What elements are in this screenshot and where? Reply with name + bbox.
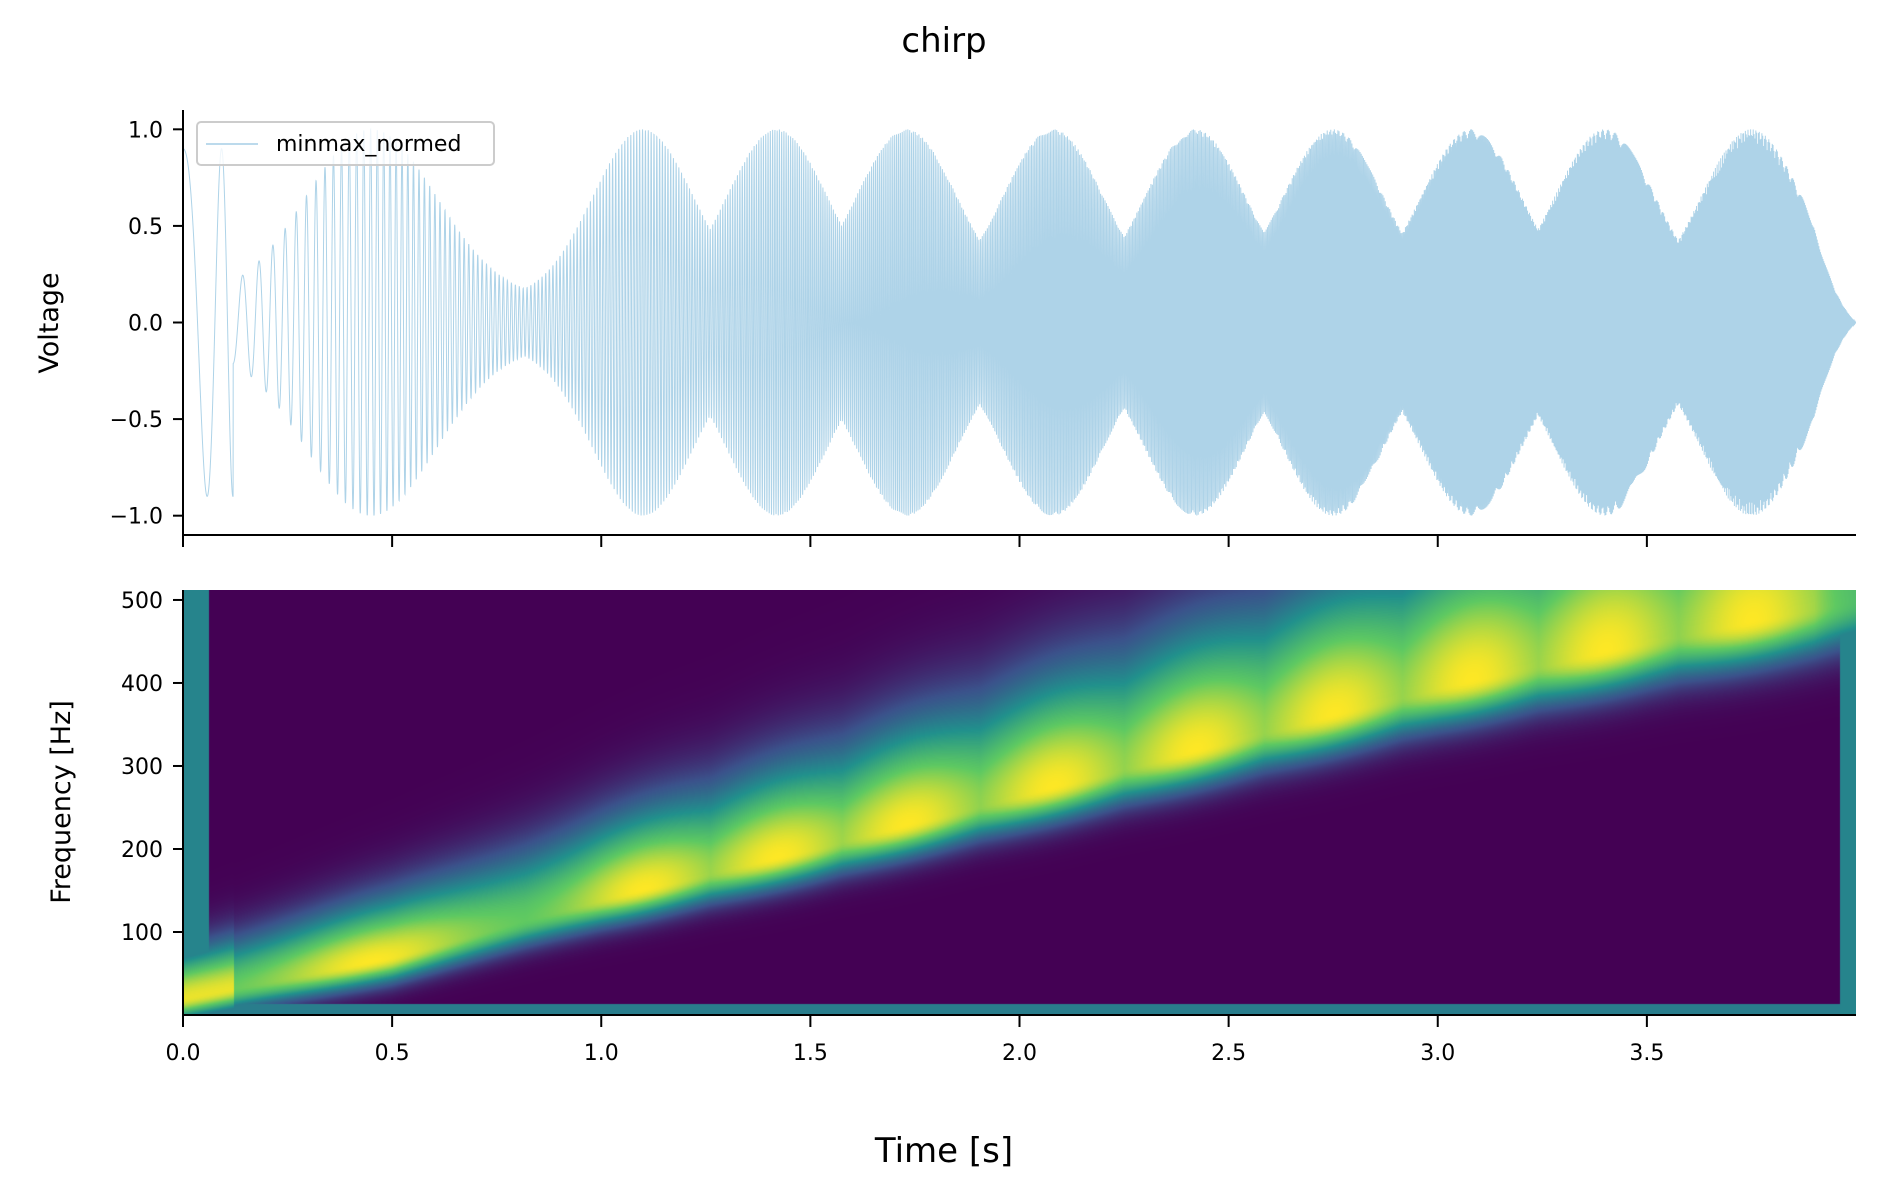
frequency-y-tick-label: 300: [121, 755, 163, 780]
frequency-y-tick-label: 200: [121, 838, 163, 863]
voltage-y-tick-label: 1.0: [128, 118, 163, 143]
time-x-tick-label: 3.0: [1420, 1041, 1455, 1066]
voltage-y-tick-label: −0.5: [110, 408, 163, 433]
legend-box: [196, 121, 495, 166]
time-x-tick-label: 1.0: [584, 1041, 619, 1066]
time-x-axis-label: Time [s]: [874, 1131, 1013, 1171]
time-x-tick-label: 1.5: [793, 1041, 828, 1066]
voltage-y-tick-label: 0.5: [128, 215, 163, 240]
frequency-y-axis-label: Frequency [Hz]: [46, 700, 77, 904]
voltage-y-tick-label: −1.0: [110, 505, 163, 530]
spectrogram-panel: 100 200 300 400 500 0.0 0.5 1.0 1.5 2.0 2.5 3.0 3.5…: [46, 589, 1856, 1171]
figure-title: chirp: [901, 21, 986, 61]
time-x-tick-label: 3.5: [1629, 1041, 1664, 1066]
frequency-y-tick-label: 400: [121, 672, 163, 697]
time-x-tick-label: 2.5: [1211, 1041, 1246, 1066]
legend-entry-minmax-normed: minmax_normed: [276, 132, 461, 157]
legend: minmax_normed: [196, 121, 495, 166]
time-x-tick-label: 2.0: [1002, 1041, 1037, 1066]
voltage-panel: 1.0 0.5 0.0 −0.5 −1.0 Voltage minmax_normed: [34, 110, 1856, 547]
spectrogram-heatmap: [183, 590, 1856, 1015]
voltage-y-axis-label: Voltage: [34, 272, 65, 373]
time-x-tick-label: 0.5: [375, 1041, 410, 1066]
time-x-tick-label: 0.0: [166, 1041, 201, 1066]
series-minmax-normed-line: [183, 127, 1856, 516]
frequency-y-tick-label: 500: [121, 589, 163, 614]
voltage-y-tick-label: 0.0: [128, 312, 163, 337]
frequency-y-tick-label: 100: [121, 921, 163, 946]
